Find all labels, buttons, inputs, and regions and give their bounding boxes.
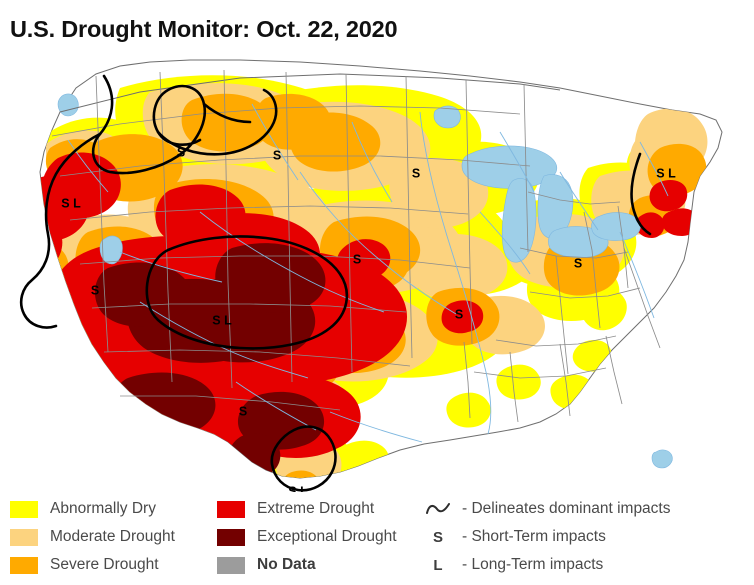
legend-label: - Delineates dominant impacts xyxy=(462,500,671,518)
map-state-borders xyxy=(51,69,661,423)
legend-label: No Data xyxy=(257,556,316,574)
map-water-bodies xyxy=(57,93,673,469)
drought-map: S L S S S S L S S S S L S S S L xyxy=(0,52,754,492)
map-legend: Abnormally Dry Moderate Drought Severe D… xyxy=(0,496,754,585)
impact-marker: S xyxy=(574,256,582,270)
legend-item-dominant-impacts: - Delineates dominant impacts xyxy=(424,496,671,522)
swatch-abnormally-dry xyxy=(10,500,38,518)
legend-item-short-term-impacts: S - Short-Term impacts xyxy=(424,524,671,550)
impact-marker: S xyxy=(239,404,247,418)
legend-column-right: - Delineates dominant impacts S - Short-… xyxy=(424,496,671,580)
impact-marker: S L xyxy=(656,166,676,180)
legend-label: Abnormally Dry xyxy=(50,500,156,518)
symbol-text: S xyxy=(432,528,443,546)
legend-item-long-term-impacts: L - Long-Term impacts xyxy=(424,552,671,578)
legend-item-moderate-drought: Moderate Drought xyxy=(10,524,175,550)
swatch-moderate-drought xyxy=(10,528,38,546)
map-rivers xyxy=(67,103,669,443)
wavy-line-icon xyxy=(424,502,452,516)
legend-label: Exceptional Drought xyxy=(257,528,397,546)
swatch-extreme-drought xyxy=(217,500,245,518)
page-title: U.S. Drought Monitor: Oct. 22, 2020 xyxy=(10,16,398,42)
legend-item-no-data: No Data xyxy=(217,552,397,578)
map-impact-markers: S L S S S S L S S S S L S S S L xyxy=(61,145,676,492)
map-impact-outlines xyxy=(19,74,652,492)
impact-marker: S xyxy=(177,145,185,159)
legend-label: - Short-Term impacts xyxy=(462,528,606,546)
legend-label: - Long-Term impacts xyxy=(462,556,604,574)
impact-marker: S L xyxy=(288,484,308,492)
map-svg: S L S S S S L S S S S L S S S L xyxy=(19,59,723,492)
impact-marker: S L xyxy=(61,196,81,210)
impact-marker: S xyxy=(412,166,420,180)
letter-s-icon: S xyxy=(424,530,452,545)
swatch-exceptional-drought xyxy=(217,528,245,546)
legend-column-middle: Extreme Drought Exceptional Drought No D… xyxy=(217,496,397,580)
impact-marker: S xyxy=(273,148,281,162)
legend-item-exceptional-drought: Exceptional Drought xyxy=(217,524,397,550)
impact-marker: S L xyxy=(212,313,232,327)
legend-column-left: Abnormally Dry Moderate Drought Severe D… xyxy=(10,496,175,580)
legend-item-abnormally-dry: Abnormally Dry xyxy=(10,496,175,522)
impact-marker: S xyxy=(455,307,463,321)
legend-label: Moderate Drought xyxy=(50,528,175,546)
symbol-text: L xyxy=(433,556,443,574)
legend-label: Severe Drought xyxy=(50,556,159,574)
swatch-no-data xyxy=(217,556,245,574)
swatch-severe-drought xyxy=(10,556,38,574)
impact-marker: S xyxy=(91,283,99,297)
legend-item-severe-drought: Severe Drought xyxy=(10,552,175,578)
impact-marker: S xyxy=(353,252,361,266)
letter-l-icon: L xyxy=(424,558,452,573)
layer-exceptional-drought xyxy=(94,243,326,478)
legend-item-extreme-drought: Extreme Drought xyxy=(217,496,397,522)
legend-label: Extreme Drought xyxy=(257,500,375,518)
